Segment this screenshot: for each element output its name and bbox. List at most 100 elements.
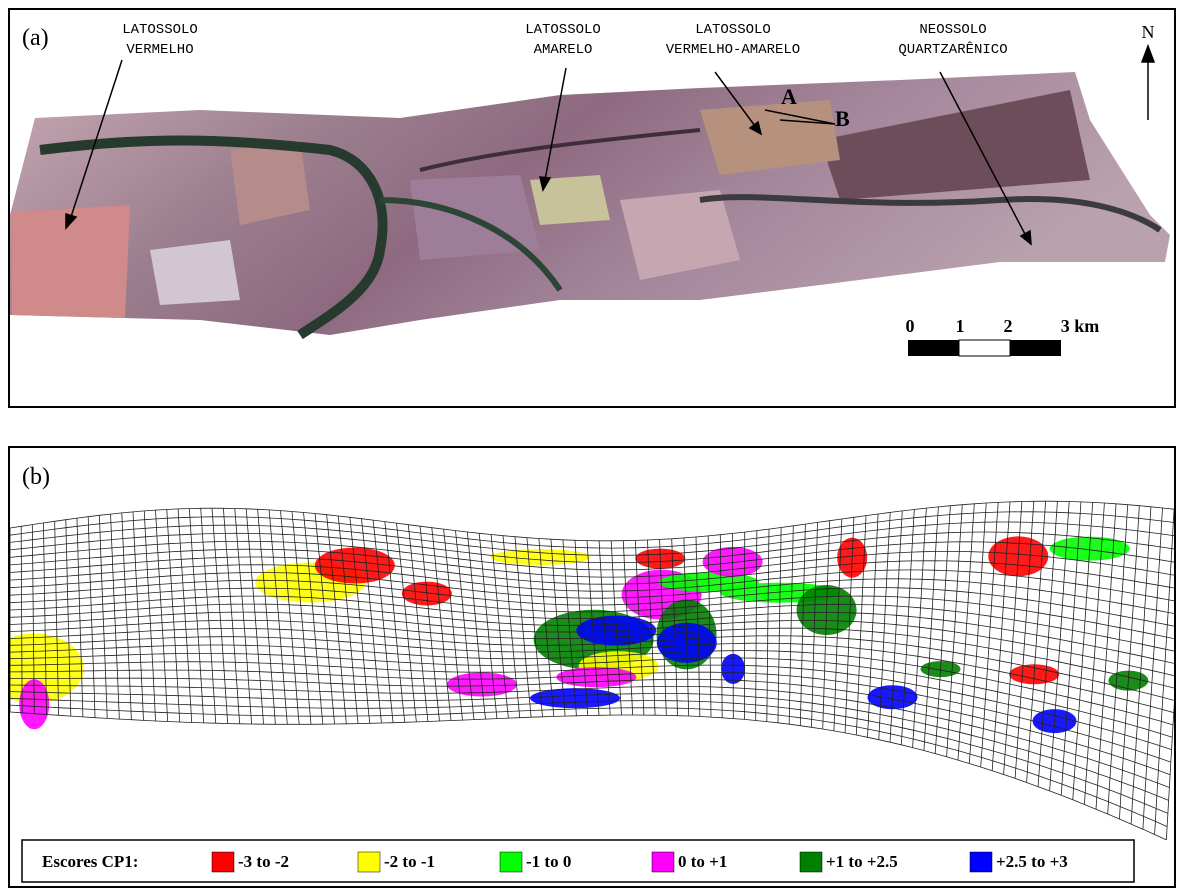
mesh-line <box>878 512 891 740</box>
mesh-line <box>1119 505 1140 820</box>
mesh-line <box>268 509 288 725</box>
mesh-line <box>257 509 276 725</box>
mesh-line <box>1166 702 1174 840</box>
mesh-line <box>87 516 96 718</box>
mesh-line <box>1072 502 1094 800</box>
mesh-line <box>76 518 84 717</box>
mesh-line <box>303 512 324 725</box>
mesh-line <box>562 539 577 716</box>
mesh-line <box>372 520 394 723</box>
mesh-line <box>110 514 120 720</box>
mesh-line <box>1154 509 1174 835</box>
mesh-line <box>419 526 440 722</box>
soil-label: VERMELHO-AMARELO <box>666 42 800 58</box>
mesh-line <box>1107 504 1129 815</box>
mesh-line <box>538 538 555 717</box>
mesh-line <box>54 521 59 716</box>
north-label: N <box>1142 22 1155 42</box>
mesh-line <box>155 510 168 722</box>
mesh-line <box>622 540 634 716</box>
soil-label: AMARELO <box>534 42 593 58</box>
legend-swatch <box>357 851 381 873</box>
mesh-line <box>707 535 712 718</box>
mesh-line <box>245 508 264 725</box>
legend-label: -3 to -2 <box>238 852 289 871</box>
mesh-line <box>695 536 701 717</box>
mesh-line <box>478 533 498 719</box>
mesh-line <box>223 508 241 724</box>
mesh-line <box>946 504 963 757</box>
mesh-line <box>384 521 406 723</box>
mesh-line <box>683 537 690 717</box>
mesh-line <box>31 524 35 714</box>
mesh-line <box>659 539 667 716</box>
mesh-line <box>647 539 656 716</box>
mesh-line <box>671 538 678 716</box>
mesh-line <box>844 517 855 733</box>
mesh-line <box>211 508 229 724</box>
mesh-line <box>431 527 452 721</box>
mesh-line <box>121 512 132 720</box>
mesh-line <box>326 514 347 724</box>
mesh-line <box>1130 506 1152 825</box>
mesh-line <box>349 517 371 724</box>
mesh-line <box>1014 501 1035 779</box>
mesh-line <box>443 529 463 721</box>
legend-swatch <box>211 851 235 873</box>
mesh-line <box>1003 501 1023 775</box>
mesh-line <box>177 508 193 723</box>
mesh-line <box>234 508 252 725</box>
legend-label: -2 to -1 <box>384 852 435 871</box>
mesh-line <box>719 534 723 718</box>
soil-label: LATOSSOLO <box>525 22 601 38</box>
mesh-line <box>991 501 1011 771</box>
mesh-line <box>455 530 475 720</box>
legend-label: -1 to 0 <box>526 852 571 871</box>
legend-swatch <box>651 851 675 873</box>
mesh-line <box>1084 502 1105 805</box>
legend-box <box>21 839 1135 883</box>
legend-swatch <box>799 851 823 873</box>
point-label: B <box>835 106 850 131</box>
mesh-line <box>514 536 532 718</box>
mesh-line <box>314 513 335 725</box>
legend-label: +2.5 to +3 <box>996 852 1068 871</box>
mesh-line <box>598 540 611 716</box>
legend-swatch <box>969 851 993 873</box>
mesh-line <box>132 511 144 721</box>
mesh-line <box>799 524 806 726</box>
mesh-line <box>490 534 509 719</box>
mesh-line <box>1049 501 1070 791</box>
mesh-line <box>968 502 987 764</box>
mesh-line <box>957 503 975 761</box>
mesh-line <box>407 524 429 722</box>
mesh-line <box>635 540 645 716</box>
scale-label: 1 <box>956 316 965 336</box>
mesh-line <box>610 540 622 716</box>
mesh-line <box>166 509 181 723</box>
mesh-line <box>788 525 794 725</box>
mesh-line <box>777 527 782 723</box>
mesh-line <box>291 511 312 725</box>
point-label: A <box>781 84 797 109</box>
mesh-line <box>361 518 382 724</box>
mesh-line <box>586 540 600 716</box>
mesh-line <box>1060 501 1082 796</box>
mesh-line <box>65 519 72 717</box>
mesh-line <box>923 506 939 751</box>
soil-label: QUARTZARÊNICO <box>898 40 1007 58</box>
mesh-line <box>766 529 770 722</box>
panel-tag: (b) <box>22 464 50 490</box>
soil-label: NEOSSOLO <box>919 22 986 38</box>
mesh-line <box>574 540 589 716</box>
mesh-line <box>43 522 47 715</box>
soil-label: LATOSSOLO <box>695 22 771 38</box>
mesh-line <box>980 502 999 768</box>
mesh-line <box>550 539 566 717</box>
soil-label: LATOSSOLO <box>122 22 198 38</box>
soil-label: VERMELHO <box>126 42 193 58</box>
mesh-line <box>143 510 156 722</box>
mesh-line <box>822 520 831 730</box>
mesh-line <box>466 531 486 720</box>
